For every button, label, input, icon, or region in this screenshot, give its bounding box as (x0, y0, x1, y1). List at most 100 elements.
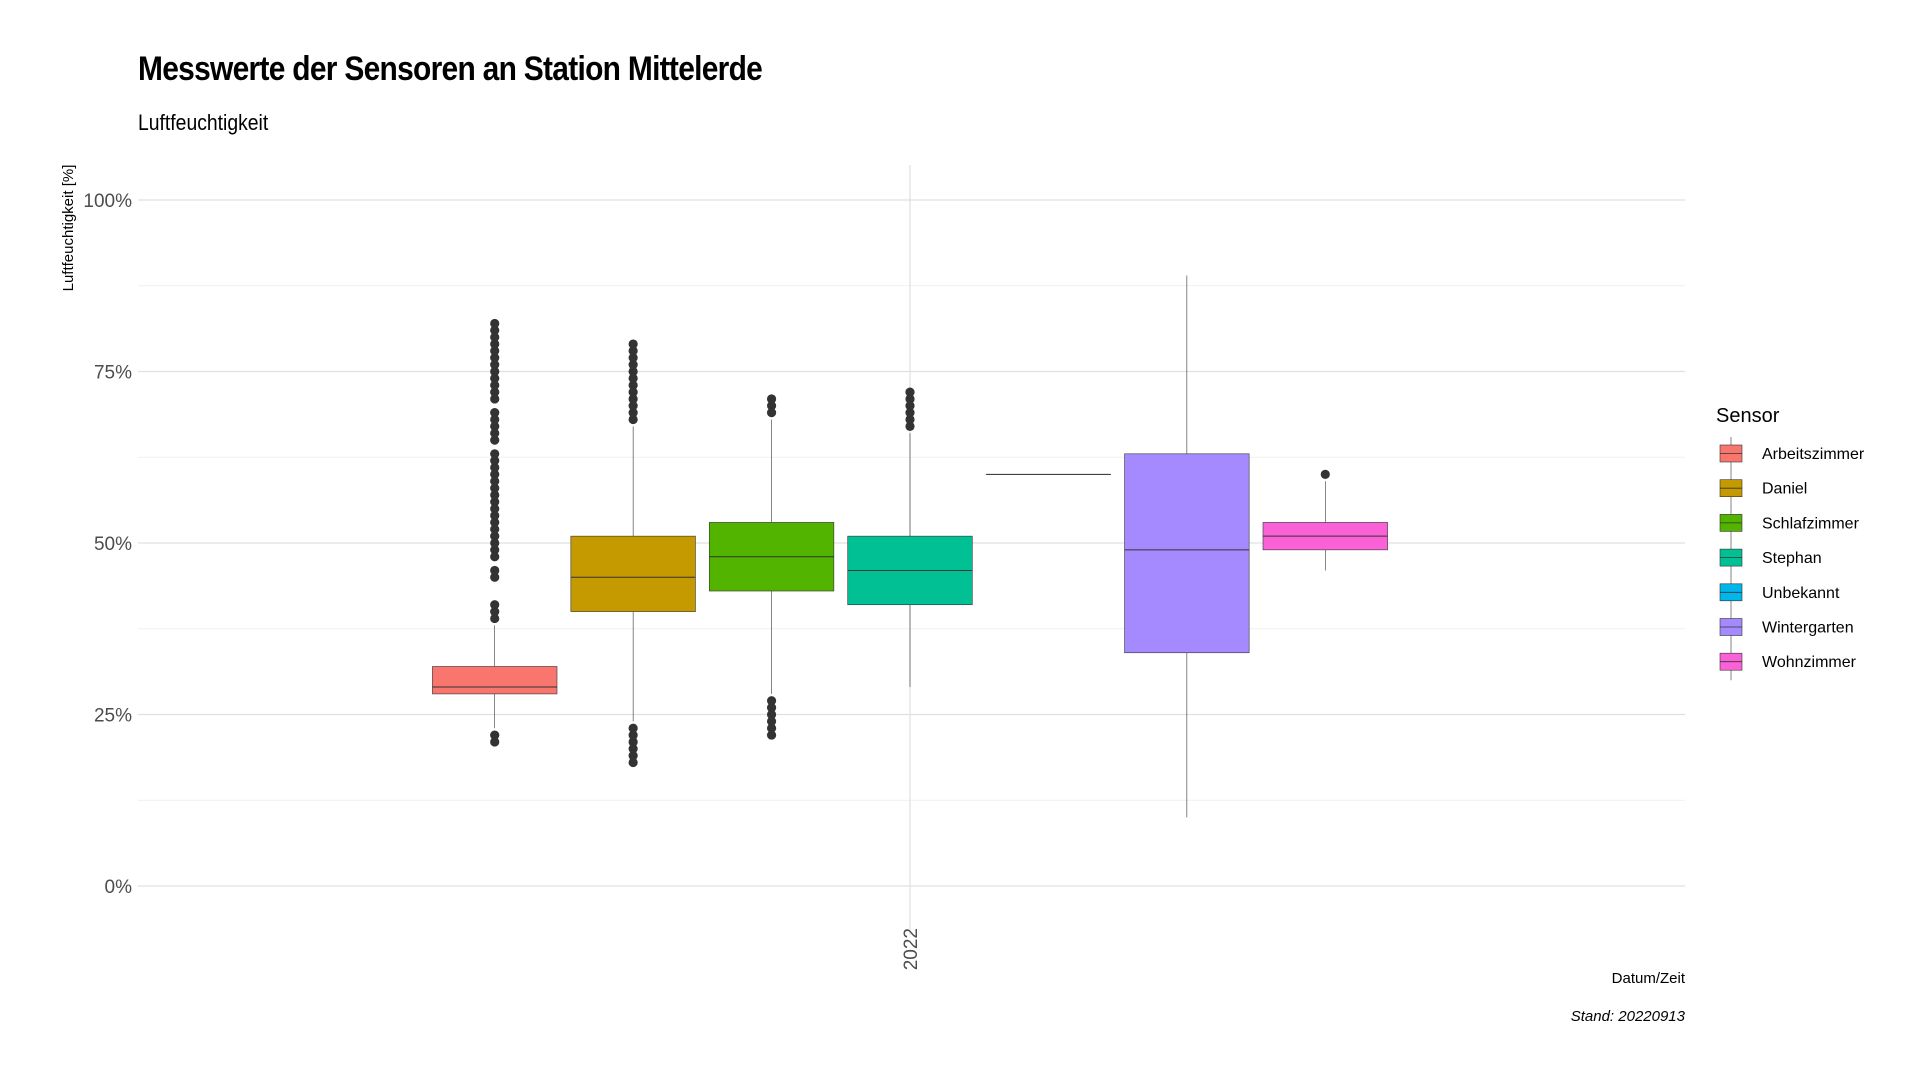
outlier-point (628, 353, 638, 363)
x-tick-label: 2022 (901, 928, 922, 970)
y-tick-label: 75% (94, 363, 132, 384)
outlier-point (490, 497, 500, 507)
outlier-point (490, 545, 500, 555)
outlier-point (766, 730, 777, 740)
outlier-point (490, 483, 500, 493)
legend-item: Unbekannt (1719, 575, 1840, 611)
outlier-point (490, 435, 500, 445)
outlier-point (905, 394, 915, 404)
grid-lines (138, 165, 1685, 935)
box-rect (570, 535, 696, 612)
outlier-point (905, 387, 915, 397)
outlier-point (766, 696, 777, 706)
outlier-point (905, 421, 915, 431)
outlier-point (490, 414, 500, 425)
outlier-point (490, 613, 500, 624)
legend-label: Wintergarten (1762, 620, 1854, 637)
legend-item: Arbeitszimmer (1719, 437, 1865, 472)
outlier-point (490, 387, 500, 397)
box-arbeitszimmer (432, 318, 558, 747)
boxplot-marks (432, 275, 1388, 818)
legend-label: Schlafzimmer (1762, 515, 1860, 532)
y-tick-label: 25% (94, 706, 132, 727)
x-axis-title: Datum/Zeit (1612, 970, 1686, 987)
outlier-point (490, 332, 500, 342)
outlier-point (490, 504, 500, 514)
outlier-point (490, 476, 500, 486)
outlier-point (628, 346, 638, 356)
y-axis-title: Luftfeuchtigkeit [%] (60, 165, 77, 292)
outlier-point (490, 325, 500, 335)
outlier-point (490, 538, 500, 548)
outlier-point (490, 531, 500, 541)
outlier-point (490, 346, 500, 356)
y-tick-label: 50% (94, 534, 132, 555)
legend-item: Schlafzimmer (1719, 506, 1860, 542)
outlier-point (490, 552, 500, 562)
outlier-point (490, 565, 500, 576)
outlier-point (490, 456, 500, 466)
outlier-point (766, 394, 777, 404)
outlier-point (490, 462, 500, 473)
outlier-point (490, 510, 500, 521)
outlier-point (490, 600, 500, 610)
outlier-point (628, 730, 638, 740)
outlier-point (628, 737, 638, 747)
outlier-point (766, 401, 777, 411)
box-wohnzimmer (1262, 469, 1388, 571)
outlier-point (490, 737, 500, 747)
box-stephan (847, 387, 973, 688)
caption: Stand: 20220913 (1571, 1008, 1686, 1025)
outlier-point (628, 394, 638, 404)
chart-subtitle: Luftfeuchtigkeit (138, 110, 269, 135)
outlier-point (905, 408, 915, 418)
legend-item: Daniel (1719, 471, 1807, 507)
outlier-point (628, 744, 638, 754)
outlier-point (628, 723, 638, 733)
outlier-point (490, 524, 500, 534)
outlier-point (628, 751, 638, 761)
legend-label: Arbeitszimmer (1762, 446, 1865, 463)
legend-label: Stephan (1762, 550, 1822, 567)
outlier-point (628, 387, 638, 397)
outlier-point (766, 723, 777, 733)
box-rect (432, 666, 558, 695)
outlier-point (628, 366, 638, 377)
outlier-point (766, 408, 777, 418)
outlier-point (490, 360, 500, 370)
outlier-point (490, 353, 500, 363)
outlier-point (628, 414, 638, 425)
box-wintergarten (1124, 275, 1250, 818)
box-daniel (570, 339, 696, 768)
legend: Sensor Arbeitszimmer Daniel Schlafzimmer St… (1716, 405, 1865, 681)
outlier-point (905, 414, 915, 425)
outlier-point (490, 730, 500, 740)
legend-item: Stephan (1719, 541, 1822, 577)
box-schlafzimmer (708, 394, 835, 740)
outlier-point (1320, 469, 1330, 479)
outlier-point (628, 757, 638, 768)
outlier-point (905, 401, 915, 411)
box-rect (1124, 453, 1250, 654)
legend-title: Sensor (1716, 405, 1780, 427)
outlier-point (766, 716, 777, 726)
outlier-point (490, 366, 500, 377)
legend-item: Wohnzimmer (1719, 645, 1857, 681)
outlier-point (766, 709, 777, 720)
outlier-point (490, 380, 500, 390)
outlier-point (490, 408, 500, 418)
chart-title: Messwerte der Sensoren an Station Mittel… (138, 50, 763, 88)
outlier-point (490, 469, 500, 479)
outlier-point (628, 339, 638, 349)
legend-label: Wohnzimmer (1762, 654, 1857, 671)
outlier-point (490, 339, 500, 349)
y-tick-label: 100% (83, 191, 132, 212)
legend-label: Daniel (1762, 481, 1807, 498)
legend-label: Unbekannt (1762, 585, 1840, 602)
outlier-point (490, 421, 500, 431)
outlier-point (490, 572, 500, 582)
outlier-point (628, 360, 638, 370)
outlier-point (628, 408, 638, 418)
outlier-point (628, 380, 638, 390)
